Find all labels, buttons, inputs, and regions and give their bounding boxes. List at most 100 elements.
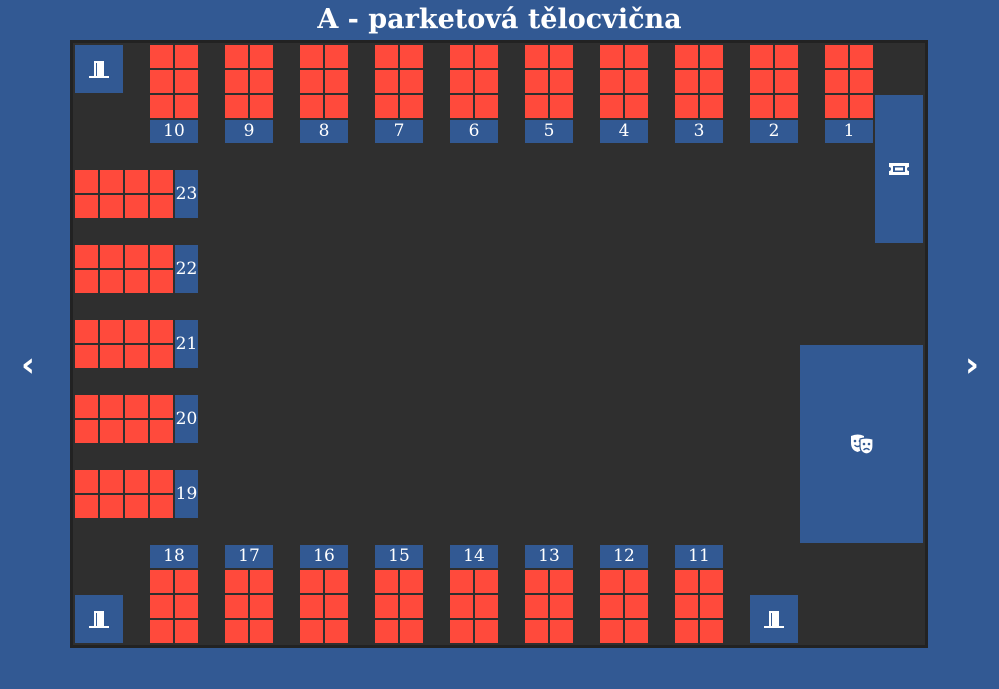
seat[interactable] — [625, 45, 648, 68]
seat[interactable] — [700, 95, 723, 118]
seat[interactable] — [525, 95, 548, 118]
next-arrow-button[interactable]: › — [964, 345, 979, 385]
seat[interactable] — [475, 70, 498, 93]
seat[interactable] — [75, 270, 98, 293]
seat[interactable] — [550, 620, 573, 643]
seat[interactable] — [75, 470, 98, 493]
seat[interactable] — [175, 620, 198, 643]
seat[interactable] — [400, 70, 423, 93]
seat[interactable] — [450, 570, 473, 593]
seat[interactable] — [250, 570, 273, 593]
seat[interactable] — [700, 595, 723, 618]
seat[interactable] — [375, 570, 398, 593]
seat[interactable] — [150, 195, 173, 218]
seat[interactable] — [300, 45, 323, 68]
seat[interactable] — [600, 45, 623, 68]
seat[interactable] — [775, 45, 798, 68]
seat[interactable] — [600, 595, 623, 618]
seat[interactable] — [325, 570, 348, 593]
seat[interactable] — [150, 595, 173, 618]
seat[interactable] — [150, 420, 173, 443]
seat[interactable] — [225, 620, 248, 643]
seat[interactable] — [850, 95, 873, 118]
seat[interactable] — [75, 170, 98, 193]
seat[interactable] — [125, 395, 148, 418]
seat[interactable] — [150, 495, 173, 518]
seat[interactable] — [100, 270, 123, 293]
seat[interactable] — [100, 395, 123, 418]
seat[interactable] — [825, 70, 848, 93]
seat[interactable] — [75, 420, 98, 443]
seat[interactable] — [375, 620, 398, 643]
seat[interactable] — [375, 45, 398, 68]
seat[interactable] — [150, 245, 173, 268]
seat[interactable] — [175, 570, 198, 593]
seat[interactable] — [300, 70, 323, 93]
seat[interactable] — [150, 95, 173, 118]
seat[interactable] — [775, 70, 798, 93]
seat[interactable] — [600, 70, 623, 93]
seat[interactable] — [75, 195, 98, 218]
seat[interactable] — [125, 345, 148, 368]
seat[interactable] — [100, 495, 123, 518]
seat[interactable] — [600, 620, 623, 643]
seat[interactable] — [825, 95, 848, 118]
seat[interactable] — [325, 45, 348, 68]
seat[interactable] — [475, 620, 498, 643]
seat[interactable] — [75, 395, 98, 418]
seat[interactable] — [150, 270, 173, 293]
seat[interactable] — [700, 620, 723, 643]
seat[interactable] — [375, 95, 398, 118]
seat[interactable] — [525, 45, 548, 68]
seat[interactable] — [100, 320, 123, 343]
seat[interactable] — [300, 570, 323, 593]
seat[interactable] — [100, 195, 123, 218]
seat[interactable] — [75, 495, 98, 518]
seat[interactable] — [750, 45, 773, 68]
seat[interactable] — [225, 570, 248, 593]
seat[interactable] — [475, 570, 498, 593]
seat[interactable] — [550, 570, 573, 593]
seat[interactable] — [250, 620, 273, 643]
seat[interactable] — [100, 470, 123, 493]
seat[interactable] — [375, 70, 398, 93]
seat[interactable] — [675, 570, 698, 593]
seat[interactable] — [100, 170, 123, 193]
seat[interactable] — [150, 70, 173, 93]
seat[interactable] — [475, 95, 498, 118]
seat[interactable] — [400, 570, 423, 593]
seat[interactable] — [150, 345, 173, 368]
seat[interactable] — [450, 95, 473, 118]
seat[interactable] — [550, 95, 573, 118]
seat[interactable] — [300, 595, 323, 618]
seat[interactable] — [150, 570, 173, 593]
seat[interactable] — [525, 595, 548, 618]
seat[interactable] — [75, 245, 98, 268]
seat[interactable] — [300, 95, 323, 118]
seat[interactable] — [475, 45, 498, 68]
seat[interactable] — [125, 320, 148, 343]
seat[interactable] — [675, 95, 698, 118]
seat[interactable] — [75, 345, 98, 368]
seat[interactable] — [475, 595, 498, 618]
seat[interactable] — [125, 470, 148, 493]
seat[interactable] — [175, 70, 198, 93]
seat[interactable] — [125, 420, 148, 443]
seat[interactable] — [525, 570, 548, 593]
seat[interactable] — [625, 595, 648, 618]
prev-arrow-button[interactable]: ‹ — [20, 345, 35, 385]
seat[interactable] — [750, 95, 773, 118]
seat[interactable] — [300, 620, 323, 643]
seat[interactable] — [250, 45, 273, 68]
seat[interactable] — [225, 95, 248, 118]
seat[interactable] — [150, 470, 173, 493]
seat[interactable] — [675, 595, 698, 618]
seat[interactable] — [450, 620, 473, 643]
seat[interactable] — [325, 70, 348, 93]
seat[interactable] — [675, 45, 698, 68]
seat[interactable] — [125, 195, 148, 218]
seat[interactable] — [700, 70, 723, 93]
seat[interactable] — [100, 420, 123, 443]
seat[interactable] — [600, 570, 623, 593]
seat[interactable] — [75, 320, 98, 343]
